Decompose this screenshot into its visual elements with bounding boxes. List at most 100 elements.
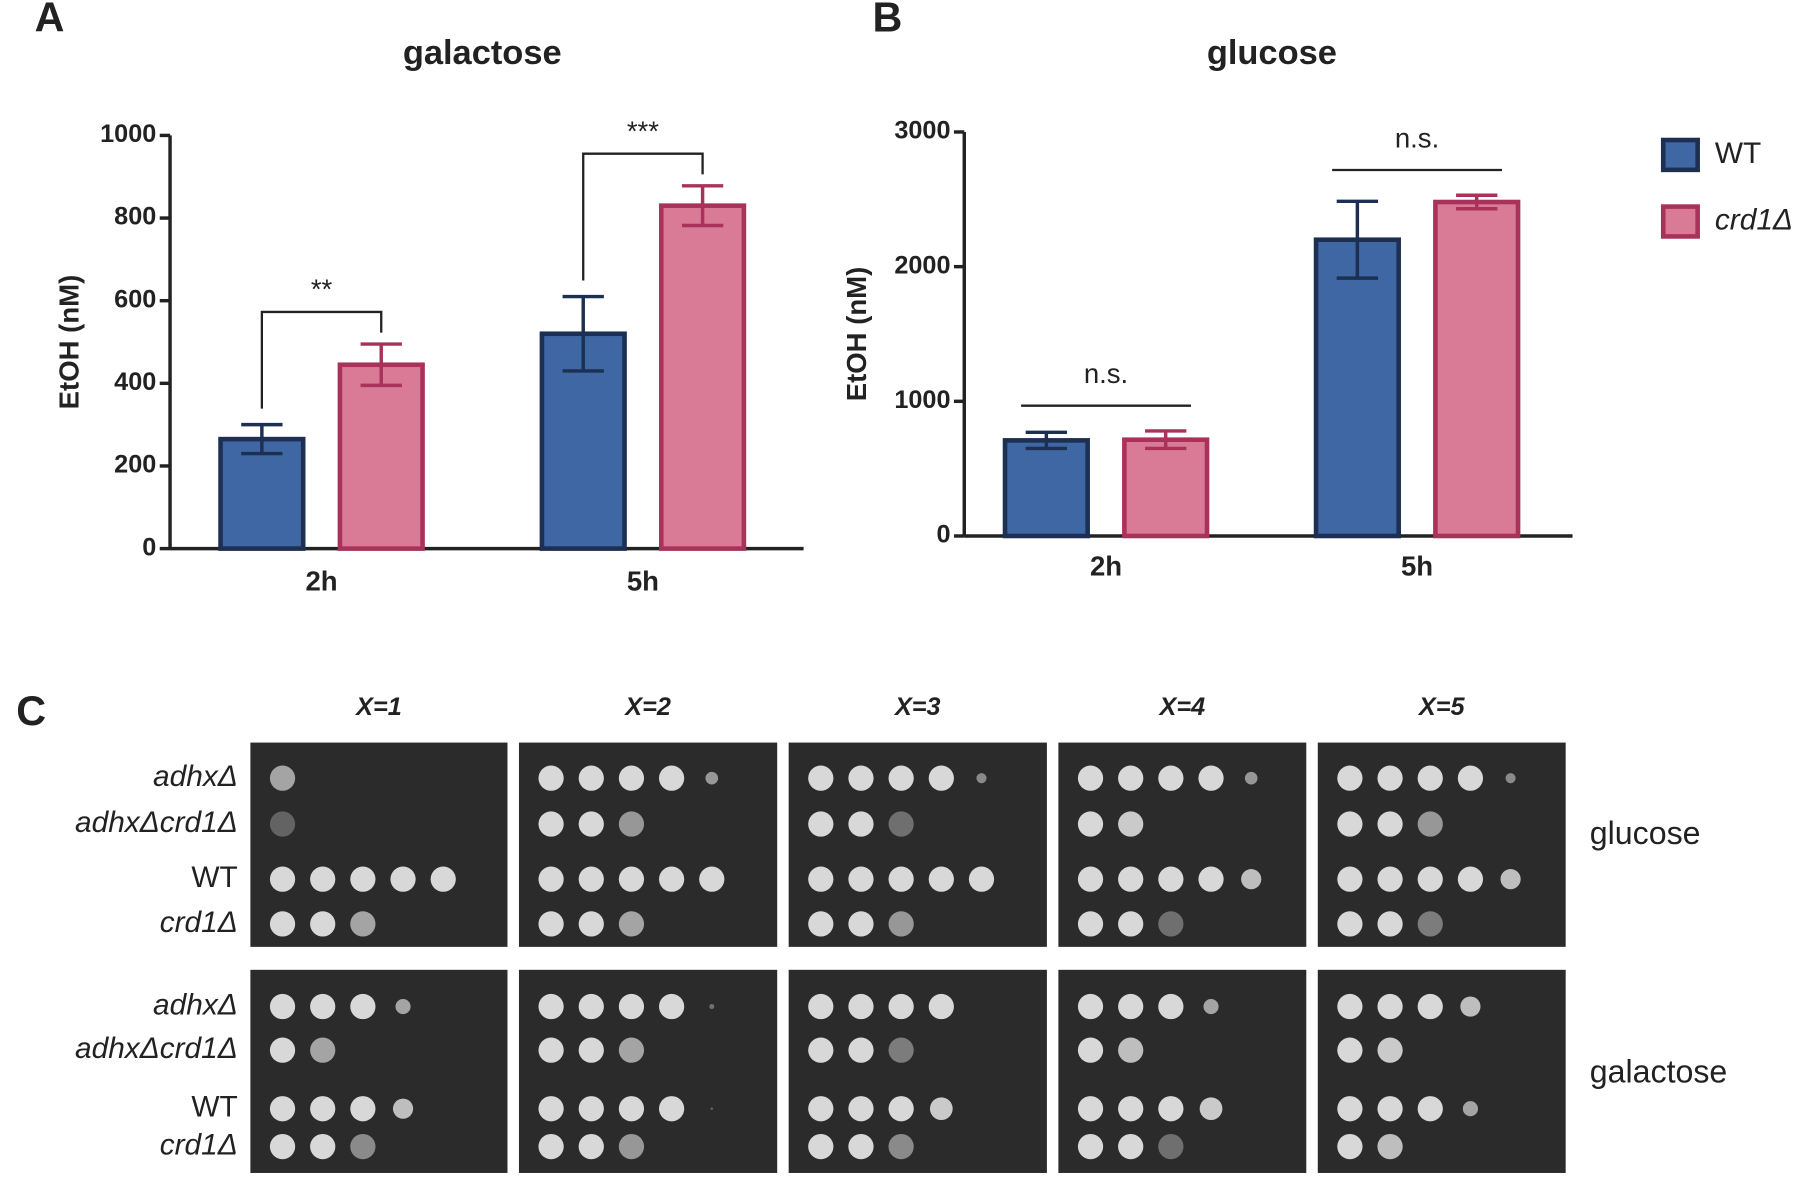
y-tick-label: 0 (936, 521, 950, 549)
colony-spot (269, 1037, 296, 1063)
column-label: X=1 (354, 693, 402, 721)
colony-spot (395, 998, 411, 1015)
strain-label: adhxΔcrd1Δ (75, 806, 238, 839)
error-bar (1145, 429, 1187, 451)
colony-spot (709, 1004, 715, 1010)
colony-spot (618, 1037, 645, 1063)
colony-spot (658, 1096, 685, 1122)
error-bar (360, 342, 402, 388)
colony-spot (578, 993, 604, 1020)
colony-spot (1077, 866, 1104, 892)
colony-spot (1337, 866, 1363, 892)
colony-spot (888, 1037, 914, 1063)
colony-spot (350, 866, 376, 892)
colony-spot (699, 866, 725, 892)
colony-spot (1203, 998, 1219, 1015)
y-tick-label: 0 (142, 533, 156, 561)
colony-spot (658, 765, 685, 791)
colony-spot (310, 866, 336, 892)
colony-spot (1377, 866, 1403, 892)
y-tick-label: 1000 (100, 120, 156, 148)
colony-spot (1457, 765, 1484, 791)
colony-spot (848, 866, 874, 892)
colony-spot (350, 1096, 376, 1122)
colony-spot (538, 911, 564, 937)
column-label: X=2 (623, 693, 671, 721)
colony-spot (1077, 1096, 1104, 1122)
bar (1002, 438, 1090, 539)
bar (1122, 437, 1210, 539)
y-tick-label: 200 (114, 451, 156, 479)
colony-spot (848, 1037, 874, 1063)
colony-spot (618, 866, 645, 892)
legend-swatch (1660, 204, 1700, 239)
colony-spot (578, 1037, 604, 1063)
colony-spot (1198, 866, 1224, 892)
column-label: X=5 (1417, 693, 1466, 721)
colony-spot (808, 1037, 834, 1063)
colony-spot (578, 866, 604, 892)
colony-spot (888, 911, 914, 937)
colony-spot (538, 1096, 564, 1122)
colony-spot (848, 765, 874, 791)
colony-spot (1118, 811, 1144, 837)
colony-spot (1337, 811, 1363, 837)
colony-spot (1417, 811, 1443, 837)
colony-spot (538, 1133, 564, 1160)
column-label: X=4 (1158, 693, 1206, 721)
colony-spot (1377, 993, 1403, 1020)
colony-spot (808, 866, 834, 892)
colony-spot (538, 811, 564, 837)
strain-label: WT (191, 861, 237, 894)
colony-spot (538, 765, 564, 791)
colony-spot (310, 1133, 336, 1160)
colony-spot (1460, 996, 1481, 1017)
colony-spot (310, 993, 336, 1020)
colony-spot (1118, 1037, 1144, 1063)
colony-spot (1077, 1037, 1104, 1063)
strain-label: adhxΔ (153, 760, 238, 793)
y-axis-label: EtOH (nM) (841, 267, 872, 402)
colony-spot (1199, 1097, 1223, 1121)
colony-spot (1377, 1133, 1403, 1160)
panel-label: A (35, 0, 65, 41)
bar (1433, 199, 1521, 539)
colony-spot (1337, 911, 1363, 937)
y-axis-label: EtOH (nM) (54, 275, 85, 410)
bar (658, 203, 747, 551)
colony-spot (808, 993, 834, 1020)
colony-spot (1377, 1037, 1403, 1063)
colony-spot (350, 1133, 376, 1160)
significance-label: ** (311, 274, 333, 305)
error-bar (1456, 193, 1498, 211)
colony-spot (1158, 1133, 1184, 1160)
significance-label: n.s. (1395, 122, 1439, 153)
colony-spot (310, 911, 336, 937)
y-tick-label: 600 (114, 285, 156, 313)
colony-spot (578, 1133, 604, 1160)
bar (218, 436, 306, 551)
colony-spot (929, 1097, 953, 1121)
colony-spot (928, 866, 954, 892)
colony-spot (538, 993, 564, 1020)
colony-spot (1337, 1096, 1363, 1122)
error-bar (241, 422, 283, 456)
chart-title: glucose (1207, 34, 1337, 72)
colony-spot (350, 993, 376, 1020)
colony-spot (1377, 1096, 1403, 1122)
strain-label: WT (191, 1091, 237, 1124)
error-bar (562, 294, 604, 373)
column-label: X=3 (893, 693, 941, 721)
colony-spot (1244, 771, 1258, 785)
colony-spot (928, 993, 954, 1020)
colony-spot (1158, 765, 1184, 791)
colony-spot (1417, 993, 1443, 1020)
colony-spot (710, 1107, 714, 1110)
condition-label: galactose (1590, 1054, 1728, 1090)
legend-swatch (1660, 137, 1700, 173)
colony-spot (848, 811, 874, 837)
colony-spot (1241, 869, 1262, 890)
colony-spot (888, 866, 914, 892)
strain-label: adhxΔ (153, 988, 238, 1021)
colony-spot (618, 811, 645, 837)
